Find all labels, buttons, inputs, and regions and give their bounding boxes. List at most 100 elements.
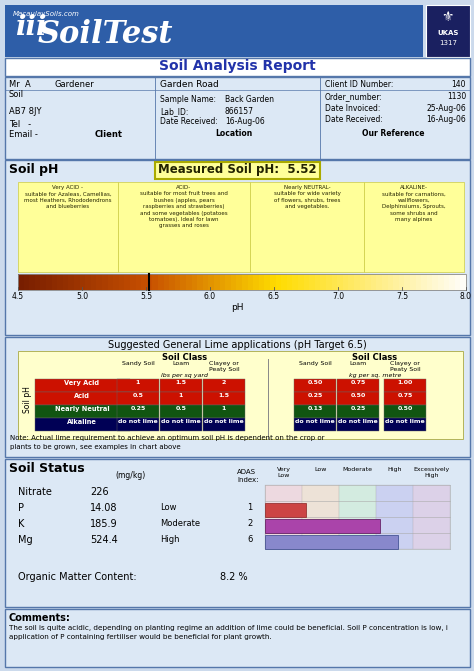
Bar: [302, 485, 339, 549]
Bar: [117, 392, 159, 405]
Bar: [164, 274, 170, 290]
Bar: [444, 274, 450, 290]
Bar: [337, 418, 379, 431]
Text: Soil Status: Soil Status: [9, 462, 85, 475]
Text: Nearly NEUTRAL-
suitable for wide variety
of flowers, shrubs, trees
and vegetabl: Nearly NEUTRAL- suitable for wide variet…: [273, 185, 340, 209]
Bar: [35, 392, 130, 405]
Text: do not lime: do not lime: [338, 419, 378, 424]
Text: Very Acid: Very Acid: [64, 380, 100, 386]
Bar: [35, 274, 41, 290]
Text: Sandy Soil: Sandy Soil: [299, 361, 331, 366]
Text: 1: 1: [247, 503, 253, 512]
Bar: [393, 274, 400, 290]
Text: 2: 2: [247, 519, 253, 528]
Bar: [153, 274, 159, 290]
Text: 0.50: 0.50: [397, 406, 413, 411]
Text: 140: 140: [452, 80, 466, 89]
Bar: [155, 162, 320, 179]
Bar: [203, 418, 245, 431]
Bar: [371, 274, 377, 290]
Text: 25-Aug-06: 25-Aug-06: [426, 104, 466, 113]
Text: SoilTest: SoilTest: [38, 19, 173, 50]
Bar: [96, 274, 103, 290]
Bar: [294, 418, 336, 431]
Bar: [219, 274, 226, 290]
Bar: [5, 459, 470, 607]
Bar: [160, 379, 202, 392]
Text: 0.5: 0.5: [175, 406, 186, 411]
Bar: [337, 274, 344, 290]
Bar: [237, 274, 243, 290]
Bar: [108, 274, 114, 290]
Text: 0.75: 0.75: [350, 380, 365, 385]
Bar: [5, 58, 470, 76]
Bar: [68, 274, 75, 290]
Bar: [85, 274, 92, 290]
Bar: [158, 274, 164, 290]
Bar: [265, 519, 380, 533]
Bar: [455, 274, 461, 290]
Text: ACID-
suitable for most fruit trees and
bushes (apples, pears
raspberries and st: ACID- suitable for most fruit trees and …: [140, 185, 228, 228]
Bar: [320, 274, 327, 290]
Text: Soil pH: Soil pH: [9, 163, 58, 176]
Bar: [141, 274, 148, 290]
Text: 524.4: 524.4: [90, 535, 118, 545]
Bar: [160, 418, 202, 431]
Text: 6.0: 6.0: [204, 292, 216, 301]
Text: Nitrate: Nitrate: [18, 487, 52, 497]
Bar: [231, 274, 237, 290]
Bar: [247, 274, 254, 290]
Text: 7.0: 7.0: [332, 292, 344, 301]
Bar: [63, 274, 69, 290]
Text: Date Received:: Date Received:: [160, 117, 218, 126]
Text: ALKALINE-
suitable for carnations,
wallflowers,
Delphinsiums, Sprouts,
some shru: ALKALINE- suitable for carnations, wallf…: [382, 185, 446, 222]
Bar: [294, 392, 336, 405]
Text: Clayey or
Peaty Soil: Clayey or Peaty Soil: [390, 361, 420, 372]
Text: 0.50: 0.50: [350, 393, 365, 398]
Bar: [292, 274, 299, 290]
Bar: [449, 274, 456, 290]
Bar: [203, 405, 245, 418]
Text: Date Received:: Date Received:: [325, 115, 383, 124]
Text: Loam: Loam: [349, 361, 366, 366]
Text: ADAS
Index:: ADAS Index:: [237, 469, 258, 482]
Bar: [119, 274, 126, 290]
Bar: [265, 503, 306, 517]
Bar: [242, 274, 248, 290]
Text: Location: Location: [215, 129, 252, 138]
Text: 0.50: 0.50: [307, 380, 323, 385]
Bar: [432, 274, 439, 290]
Bar: [181, 274, 187, 290]
Text: 6: 6: [247, 535, 253, 544]
Text: 0.75: 0.75: [397, 393, 413, 398]
Text: Date Invoiced:: Date Invoiced:: [325, 104, 380, 113]
Bar: [264, 274, 271, 290]
Text: 1.5: 1.5: [219, 393, 229, 398]
Bar: [281, 274, 288, 290]
Text: Back Garden: Back Garden: [225, 95, 274, 104]
Text: UKAS: UKAS: [438, 30, 459, 36]
Text: Soil Analysis Report: Soil Analysis Report: [159, 59, 315, 73]
Text: P: P: [18, 503, 24, 513]
Text: Soil Class: Soil Class: [353, 353, 398, 362]
Bar: [35, 418, 130, 431]
Bar: [382, 274, 389, 290]
Text: 0.25: 0.25: [130, 406, 146, 411]
Text: Soil Class: Soil Class: [163, 353, 208, 362]
Bar: [5, 160, 470, 335]
Text: Email -: Email -: [9, 130, 38, 139]
Bar: [270, 274, 277, 290]
Bar: [160, 392, 202, 405]
Bar: [80, 274, 86, 290]
Text: lbs per sq yard: lbs per sq yard: [162, 373, 209, 378]
Bar: [287, 274, 293, 290]
Bar: [186, 274, 192, 290]
Text: Gardener: Gardener: [55, 80, 95, 89]
Bar: [35, 405, 130, 418]
Text: 1.5: 1.5: [175, 380, 187, 385]
Bar: [35, 379, 130, 392]
Text: 1: 1: [222, 406, 226, 411]
Text: Lab_ID:: Lab_ID:: [160, 107, 188, 116]
Text: do not lime: do not lime: [385, 419, 425, 424]
Text: Very
Low: Very Low: [276, 467, 291, 478]
